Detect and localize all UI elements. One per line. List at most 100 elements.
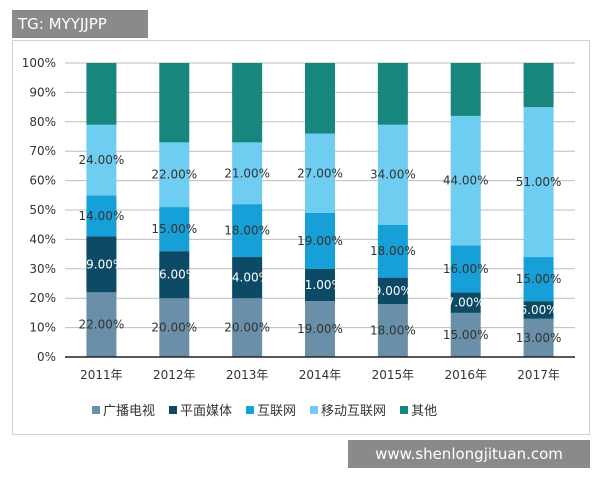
y-tick-label: 100% [22, 56, 56, 70]
bar-segment [159, 63, 190, 143]
bar-segment [305, 301, 335, 357]
data-label: 11.00% [297, 278, 343, 292]
y-tick-label: 60% [29, 174, 56, 188]
data-label: 51.00% [516, 175, 562, 189]
legend-swatch [246, 405, 255, 414]
bar-segment [305, 133, 335, 213]
bar-segment [377, 124, 408, 225]
bar-segment [450, 245, 481, 293]
bar-segment [377, 224, 408, 278]
legend-label: 平面媒体 [180, 404, 233, 419]
bar-segment [159, 298, 190, 357]
legend-item: 其他 [400, 400, 437, 419]
bottom-watermark: www.shenlongjituan.com [348, 440, 590, 468]
data-label: 15.00% [151, 222, 197, 236]
x-tick-label: 2014年 [299, 368, 342, 382]
y-tick-label: 0% [37, 350, 56, 364]
data-label: 15.00% [516, 272, 562, 286]
bar-segment [305, 63, 335, 134]
bar-segment [450, 63, 481, 116]
bar-segment [159, 207, 190, 252]
data-label: 14.00% [224, 271, 270, 285]
y-tick-label: 10% [29, 321, 56, 335]
data-label: 6.00% [520, 303, 558, 317]
x-tick-label: 2012年 [153, 368, 196, 382]
bar-segment [450, 115, 481, 246]
data-label: 18.00% [370, 324, 416, 338]
chart-frame [12, 40, 590, 435]
bar-segment [523, 107, 554, 258]
data-label: 20.00% [224, 321, 270, 335]
data-label: 20.00% [151, 321, 197, 335]
bar-segment [523, 63, 554, 108]
bar-segment [232, 204, 263, 258]
legend: 广播电视 平面媒体 互联网 移动互联网 其他 [92, 400, 437, 419]
bar-segment [523, 257, 554, 302]
data-label: 19.00% [297, 234, 343, 248]
data-label: 7.00% [447, 296, 485, 310]
bar-segment [305, 268, 335, 302]
data-label: 44.00% [443, 174, 489, 188]
data-label: 18.00% [370, 244, 416, 258]
data-label: 34.00% [370, 168, 416, 182]
data-label: 24.00% [79, 153, 125, 167]
bar-segment [232, 63, 263, 143]
bar-segment [450, 292, 481, 313]
legend-label: 其他 [411, 404, 438, 419]
bar-segment [377, 277, 408, 305]
bar-segment [377, 304, 408, 357]
y-tick-label: 90% [29, 85, 56, 99]
x-tick-label: 2015年 [372, 368, 415, 382]
bar-segment [159, 251, 190, 299]
data-label: 13.00% [516, 331, 562, 345]
data-label: 15.00% [443, 328, 489, 342]
x-tick-label: 2011年 [80, 368, 123, 382]
bar-segment [86, 292, 117, 357]
y-tick-label: 80% [29, 115, 56, 129]
data-label: 16.00% [443, 262, 489, 276]
data-label: 14.00% [79, 209, 125, 223]
x-tick-label: 2016年 [444, 368, 487, 382]
x-tick-label: 2013年 [226, 368, 269, 382]
bar-segment [523, 318, 554, 357]
bar-segment [377, 63, 408, 125]
bar-segment [86, 195, 117, 237]
bar-segment [159, 142, 190, 208]
legend-swatch [92, 405, 100, 414]
top-watermark: TG: MYYJJPP [12, 10, 148, 38]
legend-swatch [310, 405, 319, 414]
bar-segment [450, 312, 481, 357]
bar-segment [523, 301, 554, 319]
legend-swatch [400, 405, 409, 414]
data-label: 19.00% [79, 257, 125, 271]
bar-segment [232, 257, 263, 299]
bar-segment [86, 236, 117, 293]
legend-item: 平面媒体 [169, 400, 232, 419]
data-label: 18.00% [224, 224, 270, 238]
legend-item: 移动互联网 [310, 400, 386, 419]
legend-label: 互联网 [257, 404, 297, 419]
bar-segment [232, 142, 263, 205]
data-label: 19.00% [297, 322, 343, 336]
data-label: 21.00% [224, 166, 270, 180]
data-label: 22.00% [79, 318, 125, 332]
y-tick-label: 40% [29, 232, 56, 246]
data-label: 27.00% [297, 166, 343, 180]
legend-swatch [169, 405, 178, 414]
legend-label: 广播电视 [103, 404, 156, 419]
bar-segment [232, 298, 263, 357]
y-tick-label: 30% [29, 262, 56, 276]
bar-segment [305, 212, 335, 269]
data-label: 16.00% [151, 268, 197, 282]
y-tick-label: 70% [29, 144, 56, 158]
legend-item: 互联网 [246, 400, 296, 419]
y-tick-label: 20% [29, 291, 56, 305]
legend-item: 广播电视 [92, 400, 155, 419]
data-label: 9.00% [374, 284, 412, 298]
x-tick-label: 2017年 [517, 368, 560, 382]
bar-segment [86, 124, 117, 196]
bar-segment [86, 63, 117, 125]
y-tick-label: 50% [29, 203, 56, 217]
legend-label: 移动互联网 [321, 404, 387, 419]
